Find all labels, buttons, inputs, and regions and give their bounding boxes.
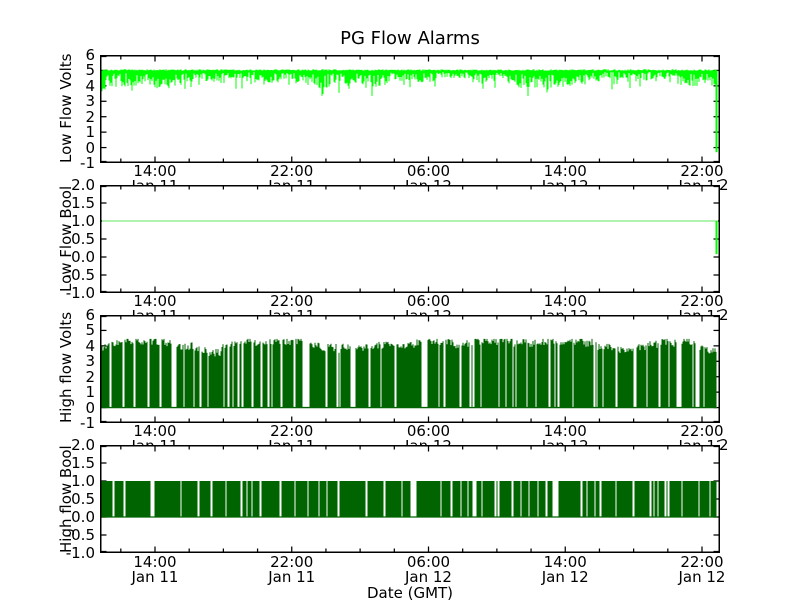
series-noise [101, 69, 717, 96]
plot-frame [100, 55, 720, 163]
x-tick-time-labels-row1: 14:00 22:00 06:00 14:00 22:00 [100, 164, 800, 180]
y-tick-label: -0.5 [65, 266, 95, 284]
y-tick-label: 2.0 [71, 436, 95, 454]
x-tick-date-label: Jan 11 [100, 309, 210, 315]
y-tick-label: 0.0 [71, 248, 95, 266]
y-tick-label: 6 [85, 306, 95, 324]
clipped-jan12-digit: 2 [719, 176, 729, 194]
y-tick-label: 0 [85, 398, 95, 417]
x-tick-time-label: 14:00 [133, 553, 177, 571]
y-tick-label: -1.0 [65, 284, 95, 302]
x-tick-date-label: Jan 12 [374, 179, 484, 185]
x-tick-time-label: 14:00 [543, 422, 587, 440]
x-tick-date-label: Jan 12 [374, 439, 484, 445]
x-tick-date-label: Jan 11 [237, 309, 347, 315]
x-tick-date-label: Jan 11 [100, 439, 210, 445]
y-tick-label: 6 [85, 46, 95, 64]
y-tick-label: 0.0 [71, 508, 95, 526]
x-tick-time-label: 14:00 [543, 553, 587, 571]
x-tick-time-label: 06:00 [406, 553, 451, 571]
series-bursts [101, 338, 717, 408]
x-tick-date-labels-clipped-row3: Jan 11 Jan 11 Jan 12 Jan 12 Jan 12 [100, 439, 721, 445]
y-tick-label: 5 [85, 321, 95, 340]
clipped-jan12-digit: 2 [719, 436, 729, 454]
y-tick-label: 4 [85, 336, 95, 355]
plot-area-high-flow-bool [100, 445, 720, 553]
x-tick-date-labels-row4: Jan 11 Jan 11 Jan 12 Jan 12 Jan 12 [100, 570, 800, 586]
y-tick-label: 3 [85, 352, 95, 371]
x-tick-date-label: Jan 11 [268, 568, 316, 586]
x-tick-date-label: Jan 12 [678, 568, 726, 586]
y-tick-label: -0.5 [65, 526, 95, 544]
x-tick-time-label: 06:00 [406, 162, 451, 180]
x-tick-time-label: 06:00 [406, 422, 451, 440]
x-tick-time-label: 06:00 [406, 292, 451, 310]
x-tick-date-label: Jan 12 [510, 439, 620, 445]
x-tick-time-label: 22:00 [680, 422, 724, 440]
series-bursts [101, 481, 717, 517]
x-tick-time-label: 22:00 [680, 553, 724, 571]
y-tick-label: 1.5 [71, 454, 95, 472]
y-tick-label: 0.5 [71, 490, 95, 508]
x-tick-time-label: 14:00 [133, 162, 177, 180]
x-tick-date-label: Jan 12 [647, 309, 721, 315]
x-tick-time-labels-row3: 14:00 22:00 06:00 14:00 22:00 [100, 424, 800, 440]
x-tick-date-label: Jan 12 [510, 179, 620, 185]
x-tick-date-labels-clipped-row2: Jan 11 Jan 11 Jan 12 Jan 12 Jan 12 [100, 309, 721, 315]
y-tick-label: 1.0 [71, 212, 95, 230]
plot-frame [100, 445, 720, 553]
plot-frame [100, 185, 720, 293]
y-tick-label: 4 [85, 76, 95, 95]
x-tick-time-label: 22:00 [270, 553, 314, 571]
x-tick-time-label: 14:00 [133, 292, 177, 310]
y-tick-label: 2.0 [71, 176, 95, 194]
y-tick-labels-high-flow-volts: 6 5 4 3 2 1 0 -1 [0, 307, 95, 431]
x-tick-date-label: Jan 12 [541, 568, 589, 586]
plot-frame [100, 315, 720, 423]
x-axis-label: Date (GMT) [366, 584, 454, 602]
y-tick-label: 3 [85, 92, 95, 111]
y-tick-label: -1 [80, 414, 95, 432]
x-tick-date-label: Jan 12 [510, 309, 620, 315]
y-tick-label: -1 [80, 154, 95, 172]
y-tick-labels-high-flow-bool: 2.0 1.5 1.0 0.5 0.0 -0.5 -1.0 [0, 437, 95, 561]
x-tick-date-label: Jan 12 [647, 439, 721, 445]
chart-title: PG Flow Alarms [340, 28, 480, 49]
x-tick-date-label: Jan 11 [237, 179, 347, 185]
x-tick-date-label: Jan 12 [405, 568, 452, 586]
x-tick-date-label: Jan 12 [374, 309, 484, 315]
y-tick-label: 2 [85, 107, 95, 126]
plot-area-high-flow-volts [100, 315, 720, 423]
plot-area-low-flow-volts [100, 55, 720, 163]
y-tick-label: 5 [85, 61, 95, 80]
y-tick-labels-low-flow-volts: 6 5 4 3 2 1 0 -1 [0, 47, 95, 171]
x-tick-time-labels-row2: 14:00 22:00 06:00 14:00 22:00 [100, 294, 800, 310]
y-tick-label: 1 [85, 383, 95, 402]
x-tick-date-label: Jan 11 [237, 439, 347, 445]
x-tick-time-label: 14:00 [543, 292, 587, 310]
y-tick-label: 0.5 [71, 230, 95, 248]
y-tick-label: 1.5 [71, 194, 95, 212]
x-tick-date-label: Jan 12 [647, 179, 721, 185]
x-tick-time-label: 14:00 [543, 162, 587, 180]
x-tick-time-label: 22:00 [270, 422, 314, 440]
y-tick-label: 1.0 [71, 472, 95, 490]
x-tick-date-label: Jan 11 [131, 568, 179, 586]
plot-area-low-flow-bool [100, 185, 720, 293]
y-tick-label: 2 [85, 367, 95, 386]
x-tick-time-labels-row4: 14:00 22:00 06:00 14:00 22:00 [100, 555, 800, 571]
x-tick-time-label: 22:00 [680, 162, 724, 180]
y-tick-label: 1 [85, 123, 95, 142]
clipped-jan12-digit: 2 [719, 306, 729, 324]
x-tick-date-labels-clipped-row1: Jan 11 Jan 11 Jan 12 Jan 12 Jan 12 [100, 179, 721, 185]
x-tick-date-label: Jan 11 [100, 179, 210, 185]
y-tick-label: 0 [85, 138, 95, 157]
x-tick-time-label: 22:00 [680, 292, 724, 310]
y-tick-labels-low-flow-bool: 2.0 1.5 1.0 0.5 0.0 -0.5 -1.0 [0, 177, 95, 301]
x-tick-time-label: 22:00 [270, 292, 314, 310]
y-tick-label: -1.0 [65, 544, 95, 562]
x-tick-time-label: 22:00 [270, 162, 314, 180]
x-tick-time-label: 14:00 [133, 422, 177, 440]
